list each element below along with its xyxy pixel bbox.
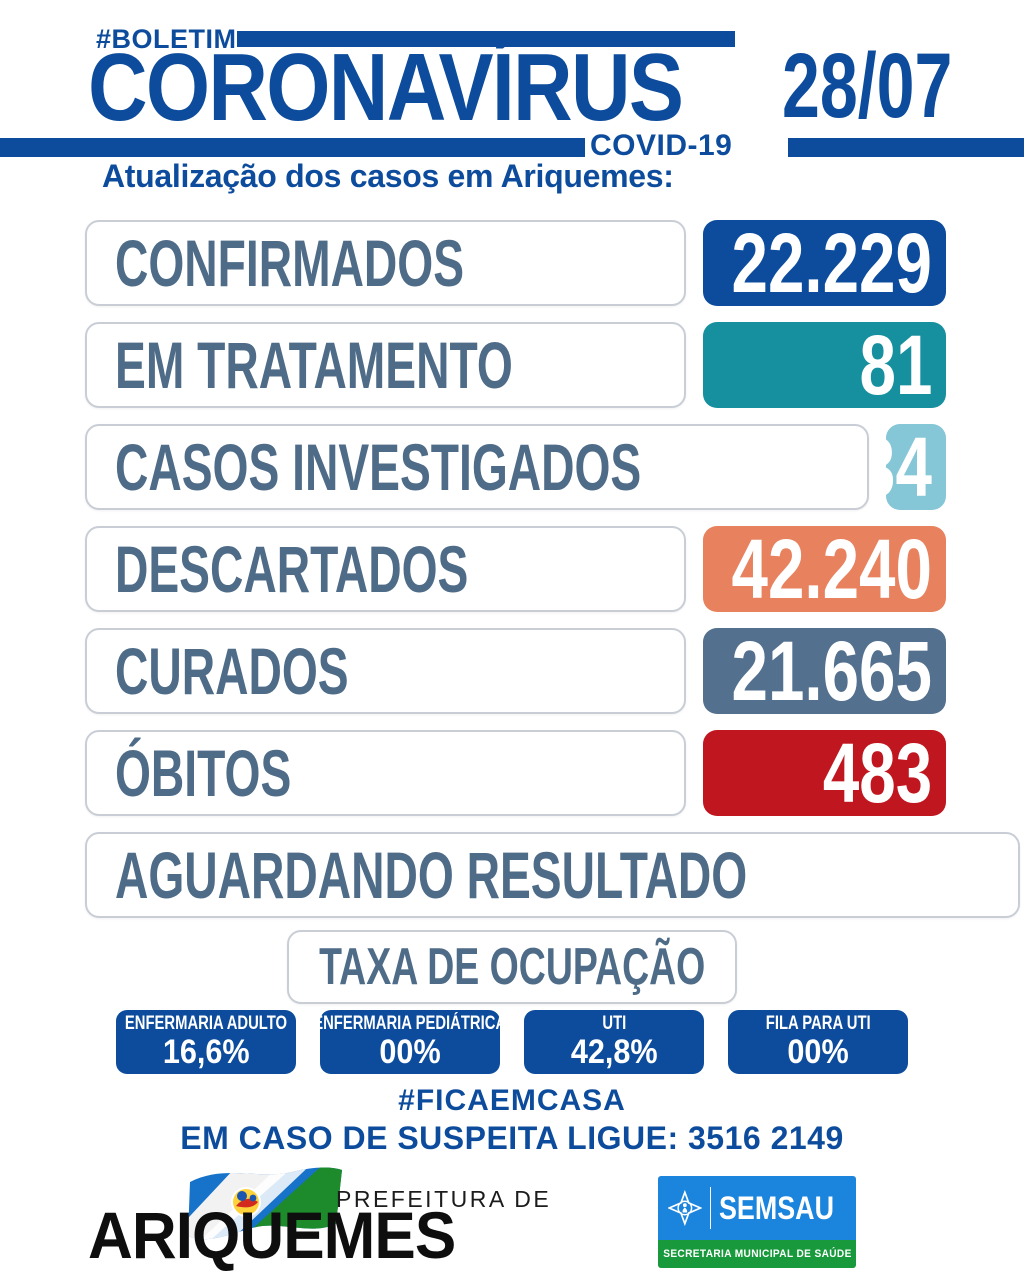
stat-label-box: ÓBITOS [85,730,686,816]
stat-label: AGUARDANDO RESULTADO [115,838,748,912]
page-title: CORONAVÍRUS [88,34,684,141]
stat-row-descartados: DESCARTADOS 42.240 [85,526,946,612]
occupancy-value: 00% [787,1032,849,1071]
semsau-logo: SEMSAU SECRETARIA MUNICIPAL DE SAÚDE [658,1176,856,1268]
semsau-logo-top: SEMSAU [658,1176,856,1240]
stat-label-box: DESCARTADOS [85,526,686,612]
stat-row-aguardando-resultado: AGUARDANDO RESULTADO 65 [85,832,1021,918]
stat-value-badge: 483 [703,730,946,816]
occupancy-title: TAXA DE OCUPAÇÃO [318,938,706,996]
stat-label-box: EM TRATAMENTO [85,322,686,408]
semsau-emblem-icon [668,1189,702,1227]
semsau-name: SEMSAU [719,1189,835,1226]
stat-label: EM TRATAMENTO [115,328,513,402]
semsau-subtitle: SECRETARIA MUNICIPAL DE SAÚDE [662,1248,852,1260]
stat-value: 483 [822,730,932,816]
covid-bar-right [788,138,1024,157]
stat-value-badge: 22.229 [703,220,946,306]
boletim-hashtag: #BOLETIM [96,24,237,54]
header-top-bar [237,31,735,47]
stats-list: CONFIRMADOS 22.229 EM TRATAMENTO 81 CASO… [85,220,1021,934]
occupancy-label: ENFERMARIA ADULTO [124,1012,288,1034]
occupancy-value: 42,8% [570,1032,658,1071]
occupancy-value: 00% [379,1032,441,1071]
stat-label: CASOS INVESTIGADOS [115,430,642,504]
stat-label-box: CURADOS [85,628,686,714]
stat-row-confirmados: CONFIRMADOS 22.229 [85,220,946,306]
covid-bar-left [0,138,585,157]
stat-label-box: CASOS INVESTIGADOS [85,424,869,510]
stat-value-badge: 81 [703,322,946,408]
stat-label: ÓBITOS [115,736,292,810]
occupancy-box-enfermaria-pediatrica: ENFERMARIA PEDIÁTRICA 00% [314,1010,506,1074]
stat-value: 81 [859,322,932,408]
stat-label-box: AGUARDANDO RESULTADO [85,832,1021,918]
stat-value: 22.229 [731,220,932,306]
stat-value: 21.665 [731,628,932,714]
stay-home-hashtag: #FICAEMCASA [398,1084,626,1117]
occupancy-box-uti: UTI 42,8% [524,1010,704,1074]
semsau-band: SECRETARIA MUNICIPAL DE SAÚDE [658,1240,856,1268]
occupancy-title-box: TAXA DE OCUPAÇÃO [287,930,737,1004]
stat-value-badge: 42.240 [703,526,946,612]
stat-value-badge: 21.665 [703,628,946,714]
covid-label: COVID-19 [590,129,733,162]
stat-value: 64.534 [886,424,932,510]
stat-row-em-tratamento: EM TRATAMENTO 81 [85,322,946,408]
stat-label: CONFIRMADOS [115,226,465,300]
stat-label: CURADOS [115,634,349,708]
occupancy-label: ENFERMARIA PEDIÁTRICA [313,1012,507,1034]
prefeitura-line1: PREFEITURA DE [336,1186,552,1212]
occupancy-box-enfermaria-adulto: ENFERMARIA ADULTO 16,6% [116,1010,296,1074]
prefeitura-line2: ARIQUEMES [88,1198,456,1272]
prefeitura-ariquemes-logo: PREFEITURA DE ARIQUEMES [88,1158,549,1274]
stat-row-casos-investigados: CASOS INVESTIGADOS 64.534 [85,424,946,510]
semsau-divider [709,1187,712,1229]
stat-value: 42.240 [731,526,932,612]
suspect-phone-line: EM CASO DE SUSPEITA LIGUE: 3516 2149 [180,1120,844,1156]
occupancy-value: 16,6% [162,1032,250,1071]
update-line: Atualização dos casos em Ariquemes: [102,158,674,194]
ariquemes-flag-icon [188,1167,342,1240]
occupancy-box-fila-para-uti: FILA PARA UTI 00% [728,1010,908,1074]
stat-value-badge: 64.534 [885,424,946,510]
stat-row-obitos: ÓBITOS 483 [85,730,946,816]
occupancy-list: ENFERMARIA ADULTO 16,6% ENFERMARIA PEDIÁ… [116,1010,908,1074]
occupancy-label: FILA PARA UTI [765,1012,871,1034]
stat-row-curados: CURADOS 21.665 [85,628,946,714]
stat-label: DESCARTADOS [115,532,469,606]
bulletin-date: 28/07 [782,35,953,137]
occupancy-label: UTI [602,1012,626,1034]
stat-label-box: CONFIRMADOS [85,220,686,306]
